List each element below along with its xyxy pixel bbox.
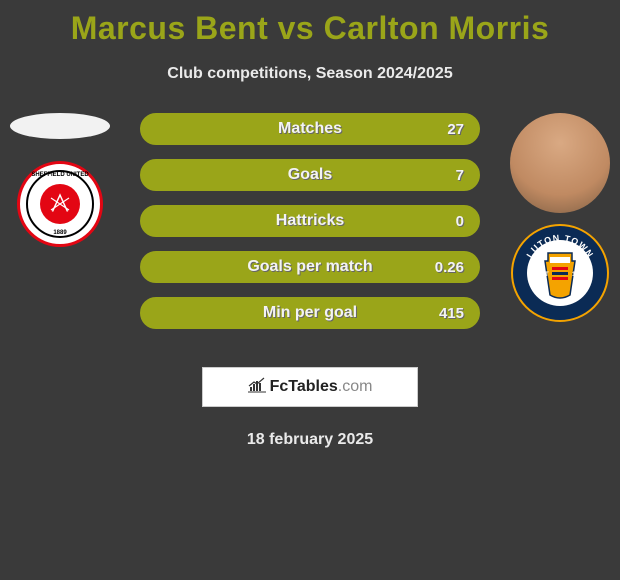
comparison-area: SHEFFIELD UNITED 1889 LUTON TOWN	[0, 113, 620, 353]
subtitle: Club competitions, Season 2024/2025	[0, 65, 620, 83]
stat-bar: Goals 7	[140, 159, 480, 191]
club-badge-sheffield: SHEFFIELD UNITED 1889	[17, 161, 103, 247]
stat-value: 0.26	[435, 259, 464, 276]
right-player-column: LUTON TOWN FOOTBALL CLUB EST 1885	[510, 113, 610, 323]
page-title: Marcus Bent vs Carlton Morris	[0, 0, 620, 47]
left-player-column: SHEFFIELD UNITED 1889	[10, 113, 110, 247]
logo-text: FcTables.com	[270, 378, 373, 396]
stat-label: Goals	[288, 166, 332, 184]
stats-bars: Matches 27 Goals 7 Hattricks 0 Goals per…	[140, 113, 480, 343]
stat-label: Goals per match	[247, 258, 372, 276]
club-badge-luton: LUTON TOWN FOOTBALL CLUB EST 1885	[510, 223, 610, 323]
fctables-logo: FcTables.com	[202, 367, 418, 407]
stat-bar: Matches 27	[140, 113, 480, 145]
stat-value: 27	[447, 121, 464, 138]
stat-value: 7	[456, 167, 464, 184]
stat-label: Min per goal	[263, 304, 357, 322]
stat-label: Hattricks	[276, 212, 344, 230]
stat-bar: Min per goal 415	[140, 297, 480, 329]
player-avatar-left	[10, 113, 110, 139]
stat-label: Matches	[278, 120, 342, 138]
stat-bar: Hattricks 0	[140, 205, 480, 237]
badge-center-icon	[40, 184, 80, 224]
club-name-top: SHEFFIELD UNITED	[20, 172, 100, 178]
stat-value: 415	[439, 305, 464, 322]
chart-icon	[248, 377, 266, 398]
date-text: 18 february 2025	[0, 431, 620, 449]
club-est-year: 1885	[572, 272, 586, 278]
svg-text:EST: EST	[537, 272, 549, 278]
player-avatar-right	[510, 113, 610, 213]
stat-bar: Goals per match 0.26	[140, 251, 480, 283]
stat-value: 0	[456, 213, 464, 230]
club-founded: 1889	[20, 230, 100, 236]
